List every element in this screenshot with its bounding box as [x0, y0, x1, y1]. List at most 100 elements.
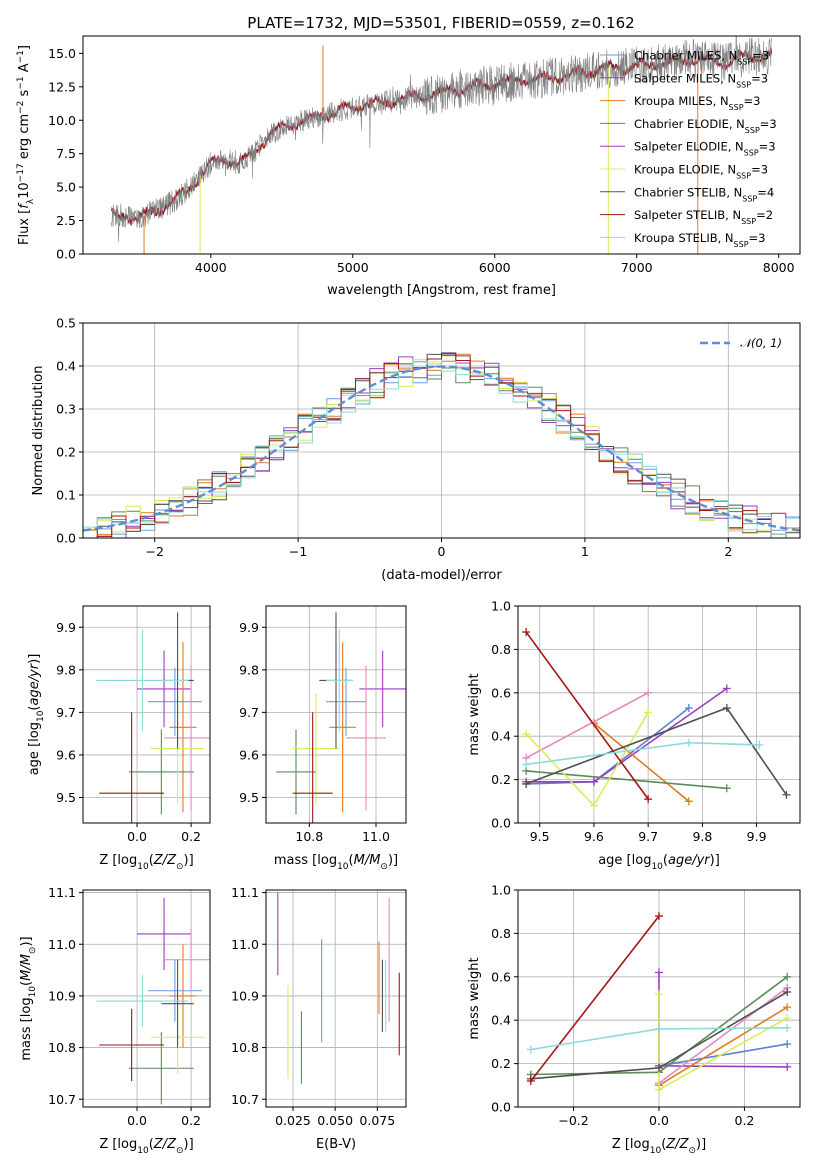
axes-frame	[517, 605, 801, 824]
weight-series-8	[522, 738, 764, 769]
spectrum-panel: 4000 5000 6000 7000 8000 0.0 2.5 5.0 7.5 10.0 12.5…	[16, 35, 801, 298]
y-axis-label: mass [log10(M/M⊙)]	[19, 936, 38, 1060]
series-line	[526, 687, 728, 783]
series-line	[525, 741, 760, 766]
y-tick-label: 0.3	[56, 402, 76, 417]
plus-marker	[783, 1040, 792, 1049]
residuals-panel: −2 −1 0 1 2 0.0 0.1 0.2 0.3 0.4 0.5 (data-model)/er…	[31, 316, 801, 583]
y-tick-label: 9.5	[56, 790, 76, 805]
series-line	[593, 722, 690, 802]
x-tick-label: 0.025	[275, 1113, 311, 1128]
series-line	[658, 994, 788, 1091]
y-tick-label: 11.0	[48, 937, 76, 952]
data-point	[137, 897, 192, 971]
x-tick-label: 0.2	[181, 829, 201, 844]
data-point	[276, 729, 316, 815]
mass-vs-Z-panel: 0.0 0.2 10.7 10.8 10.9 11.0 11.1 Z [log10(Z/Z⊙)…	[19, 885, 211, 1156]
plus-marker	[589, 777, 598, 786]
x-axis-label: Z [log10(Z/Z⊙)]	[99, 1137, 193, 1156]
x-tick-label: 7000	[621, 260, 653, 275]
y-tick-label: 9.6	[56, 747, 76, 762]
weight-series-4	[655, 983, 792, 1088]
x-tick-label: 10.8	[295, 829, 323, 844]
plus-marker	[655, 1085, 663, 1094]
data-point	[292, 712, 333, 823]
x-tick-label: 6000	[479, 260, 511, 275]
data-point	[164, 928, 210, 991]
plus-marker	[783, 1023, 792, 1032]
y-tick-label: 10.0	[48, 113, 76, 128]
x-axis-label: Z [log10(Z/Z⊙)]	[612, 1137, 706, 1156]
y-tick-label: 1.0	[491, 883, 511, 898]
data-point	[329, 642, 356, 813]
y-tick-label: 0.0	[56, 531, 76, 546]
y-tick-label: 0.0	[491, 1100, 511, 1115]
series-line	[525, 711, 649, 807]
x-axis-label: E(B-V)	[316, 1137, 356, 1152]
data-point	[137, 650, 192, 728]
y-tick-label: 12.5	[48, 79, 76, 94]
data-point	[128, 729, 194, 815]
y-axis-label: age [log10(age/yr)]	[27, 654, 46, 776]
data-point	[147, 959, 202, 1022]
plus-marker	[684, 738, 693, 747]
y-tick-label: 9.9	[239, 620, 259, 635]
plus-marker	[782, 790, 791, 799]
plus-marker	[522, 628, 531, 637]
plus-marker	[644, 795, 653, 804]
y-tick-label: 10.7	[231, 1092, 259, 1107]
axes-frame	[82, 605, 211, 824]
residual-histogram-3	[83, 361, 800, 538]
x-axis-label: wavelength [Angstrom, rest frame]	[327, 283, 556, 298]
plus-marker	[722, 784, 731, 793]
y-axis-label: Normed distribution	[31, 366, 46, 496]
data-point	[96, 975, 189, 1027]
y-tick-label: 9.8	[239, 662, 259, 677]
plus-marker	[522, 760, 531, 769]
x-tick-label: 0.2	[181, 1113, 201, 1128]
y-axis-label: mass weight	[467, 673, 482, 755]
legend-entry: Kroupa MILES, NSSP=3	[634, 94, 760, 112]
series-line	[526, 770, 727, 790]
x-tick-label: −0.2	[558, 1113, 588, 1128]
x-tick-label: 8000	[763, 260, 795, 275]
data-point	[326, 629, 353, 732]
figure-title: PLATE=1732, MJD=53501, FIBERID=0559, z=0…	[247, 14, 634, 32]
y-tick-label: 9.8	[56, 662, 76, 677]
legend: Chabrier MILES, NSSP=3 Salpeter MILES, NS…	[600, 49, 777, 248]
y-tick-label: 0.2	[491, 772, 511, 787]
x-tick-label: 1	[581, 544, 589, 559]
weight-series-1	[522, 684, 731, 786]
plus-marker	[655, 968, 663, 977]
normal-reference-curve	[83, 365, 800, 532]
legend-entry: Salpeter STELIB, NSSP=2	[634, 208, 773, 226]
x-tick-label: 2	[724, 544, 732, 559]
x-axis-label: Z [log10(Z/Z⊙)]	[99, 853, 193, 872]
x-axis-label: age [log10(age/yr)]	[598, 853, 720, 872]
y-tick-label: 9.7	[239, 705, 259, 720]
data-point	[161, 959, 194, 1048]
y-tick-label: 0.8	[491, 642, 511, 657]
y-tick-label: 0.2	[491, 1056, 511, 1071]
plus-marker	[655, 990, 663, 999]
axes-frame	[265, 889, 407, 1108]
weight-series-2	[589, 719, 693, 806]
weight-series-7	[526, 912, 663, 1085]
y-tick-label: 0.6	[491, 969, 511, 984]
data-point	[346, 665, 386, 811]
plus-marker	[684, 797, 693, 806]
y-tick-label: 9.6	[239, 747, 259, 762]
plus-marker	[783, 1003, 792, 1012]
x-tick-label: −1	[289, 544, 307, 559]
legend-entry: Salpeter ELODIE, NSSP=3	[634, 140, 776, 158]
y-tick-label: 0.0	[56, 247, 76, 262]
plus-marker	[522, 730, 531, 739]
x-axis-label: (data-model)/error	[381, 568, 502, 583]
y-tick-label: 0.4	[56, 359, 76, 374]
y-tick-label: 0.2	[56, 445, 76, 460]
y-tick-label: 15.0	[48, 46, 76, 61]
x-axis-label: mass [log10(M/M⊙)]	[274, 853, 398, 872]
y-axis-label: Flux [fλ10−17 erg cm−2 s−1 A−1]	[16, 45, 36, 245]
data-point	[169, 944, 197, 1048]
